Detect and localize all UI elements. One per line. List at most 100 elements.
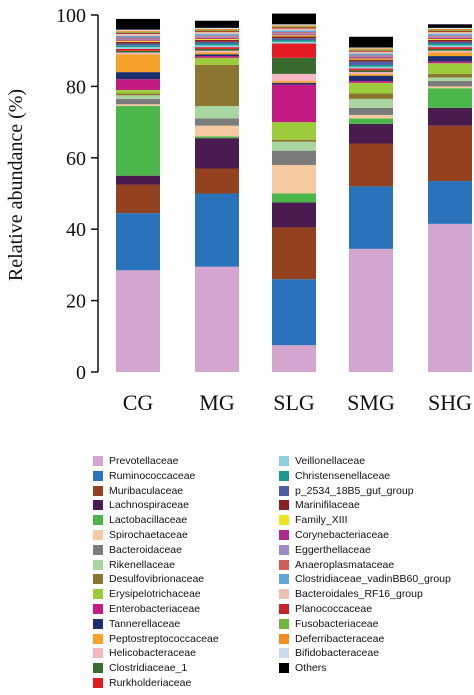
bar-segment <box>272 139 316 142</box>
bar-segment <box>428 181 472 224</box>
bar-segment <box>116 45 160 48</box>
bar-segment <box>349 68 393 71</box>
bar-segment <box>116 29 160 31</box>
legend-item: Deferribacteraceae <box>279 633 384 645</box>
legend-swatch <box>279 663 289 674</box>
bar-segment <box>428 36 472 38</box>
bar-segment <box>272 34 316 36</box>
bar-segment <box>195 50 239 53</box>
x-axis-labels: CG MG SLG SMG SHG <box>123 390 472 415</box>
legend-label: Bifidobacteraceae <box>295 647 380 660</box>
legend-swatch <box>93 515 103 526</box>
bar-segment <box>349 59 393 62</box>
legend-swatch <box>279 604 289 614</box>
bar-segment <box>349 93 393 99</box>
bar-segment <box>195 32 239 34</box>
legend-label: Others <box>295 662 327 675</box>
legend-item: Spirochaetaceae <box>93 529 188 541</box>
bar-segment <box>116 38 160 40</box>
legend-swatch <box>93 574 103 585</box>
legend-item: Erysipelotrichaceae <box>93 588 201 600</box>
x-tick-label: SLG <box>273 390 315 415</box>
y-tick-label: 20 <box>66 291 86 313</box>
bar-segment <box>195 36 239 38</box>
bar-segment <box>349 248 393 372</box>
bar-segment <box>272 30 316 33</box>
legend-label: Rikenellaceae <box>109 558 175 571</box>
bar-segment <box>428 81 472 87</box>
legend-label: Family_XIII <box>295 514 348 527</box>
legend-item: Eggerthellaceae <box>279 544 371 556</box>
bar-segment <box>349 36 393 48</box>
bar-segment <box>272 84 316 123</box>
bar-segment <box>272 73 316 82</box>
legend-swatch <box>279 470 289 481</box>
bar-segment <box>116 40 160 42</box>
bar-segment <box>428 35 472 37</box>
bar-segment <box>195 136 239 139</box>
bar-segment <box>195 125 239 137</box>
legend-swatch <box>93 485 103 496</box>
x-tick-label: CG <box>123 390 154 415</box>
bar-segment <box>272 193 316 203</box>
bar-segment <box>428 88 472 108</box>
bar-segment <box>428 33 472 36</box>
y-tick-label: 100 <box>56 5 86 27</box>
legend-swatch <box>279 633 289 644</box>
y-tick-label: 60 <box>66 148 86 170</box>
legend-item: Bifidobacteraceae <box>279 647 379 659</box>
bar-segment <box>272 28 316 31</box>
bar-segment <box>428 77 472 82</box>
legend-item: Lactobacillaceae <box>93 514 187 526</box>
bar-segment <box>272 279 316 346</box>
bar-segment <box>272 25 316 27</box>
bar-segment <box>116 39 160 41</box>
bar-segment <box>116 106 160 176</box>
bar-segment <box>195 48 239 51</box>
bar-segment <box>116 270 160 372</box>
legend-swatch <box>279 500 289 511</box>
legend-label: Tannerellaceae <box>109 617 181 630</box>
bar-segment <box>272 41 316 44</box>
bar-segment <box>272 36 316 39</box>
bar-segment <box>428 45 472 48</box>
bar-segment <box>116 79 160 90</box>
legend-item: Peptostreptococcaceae <box>93 633 219 645</box>
bar-segment <box>428 86 472 89</box>
legend-label: Bacteroidales_RF16_group <box>295 588 423 601</box>
bar-segment <box>116 35 160 38</box>
bar-segment <box>195 52 239 55</box>
bar-segment <box>272 35 316 37</box>
legend-swatch <box>93 500 103 511</box>
bar-segment <box>272 82 316 85</box>
legend-item: Family_XIII <box>279 514 348 526</box>
bar-segment <box>349 53 393 56</box>
y-tick-label: 40 <box>66 219 86 241</box>
bar-segment <box>272 24 316 26</box>
legend-item: Helicobacteraceae <box>93 647 196 659</box>
bar-segment <box>428 48 472 51</box>
bar-segment <box>272 32 316 34</box>
legend-swatch <box>279 544 289 555</box>
legend-swatch <box>93 648 103 659</box>
bar-segment <box>116 32 160 34</box>
bar-segment <box>195 29 239 32</box>
bar-segment <box>272 13 316 25</box>
bar-segment <box>428 39 472 42</box>
legend-swatch <box>93 544 103 555</box>
legend-item: Planococcaceae <box>279 603 372 615</box>
legend-swatch <box>279 618 289 629</box>
bar-segment <box>349 123 393 144</box>
bar-segment <box>428 32 472 34</box>
bar-segment <box>428 52 472 57</box>
bar-segment <box>349 114 393 119</box>
bar-segment <box>272 122 316 140</box>
legend-label: Clostridiaceae_vadinBB60_group <box>295 573 451 586</box>
bar-segment <box>116 43 160 46</box>
bar-segment <box>195 266 239 372</box>
legend-label: Spirochaetaceae <box>109 529 188 541</box>
bar-segment <box>195 45 239 48</box>
legend-label: Fusobacteriaceae <box>295 617 379 630</box>
legend-label: Anaeroplasmataceae <box>295 558 395 571</box>
legend-item: Lachnospiraceae <box>93 499 189 511</box>
